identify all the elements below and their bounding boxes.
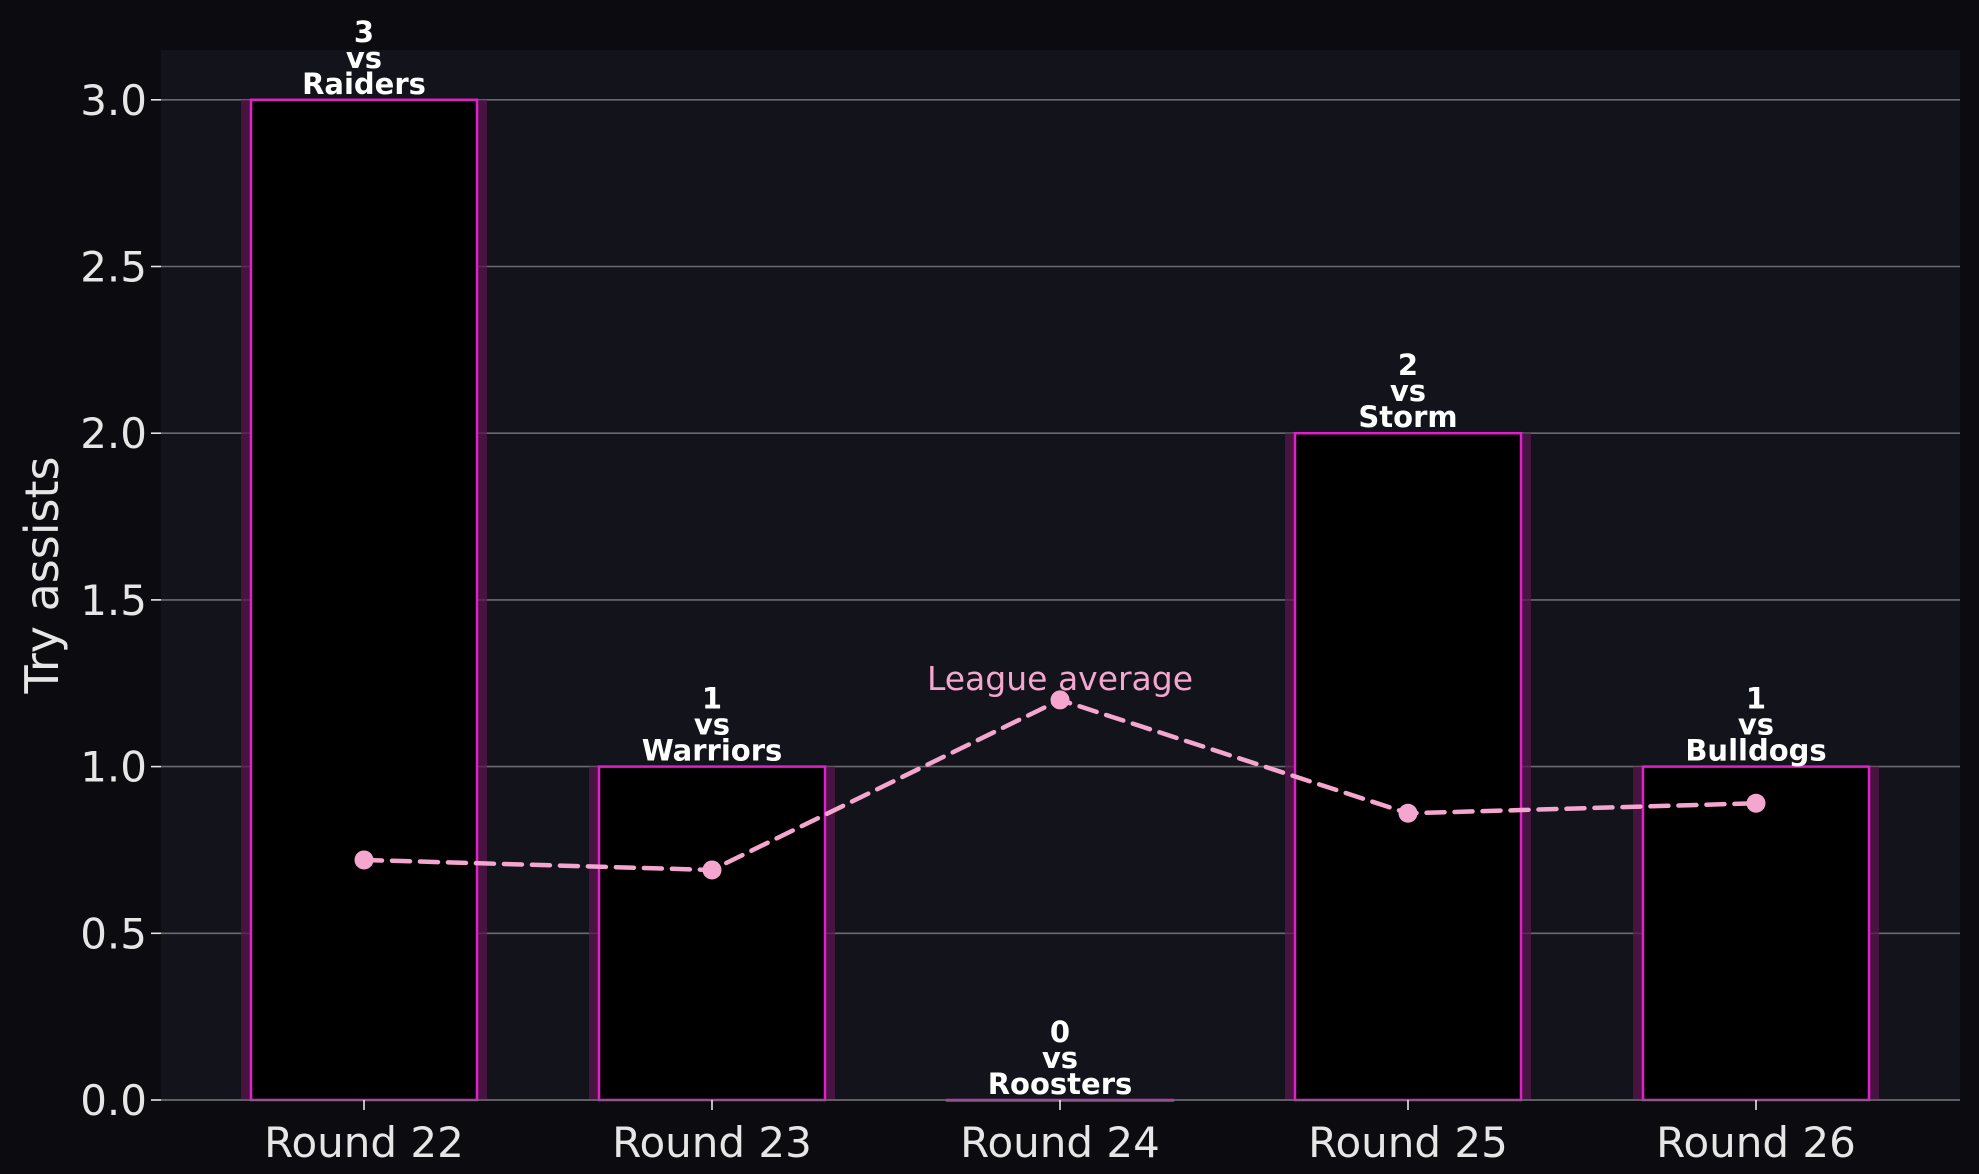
bar-value-label: 1 bbox=[702, 682, 722, 716]
bar bbox=[1641, 765, 1871, 1102]
x-tick-label: Round 25 bbox=[1308, 1118, 1508, 1167]
y-tick-label: 1.0 bbox=[80, 743, 147, 792]
league-average-point bbox=[1746, 793, 1766, 813]
bar-vs-label: vs bbox=[694, 708, 730, 742]
bar-opponent-label: Roosters bbox=[988, 1067, 1133, 1101]
bar-value-label: 1 bbox=[1746, 682, 1766, 716]
bar-vs-label: vs bbox=[1390, 374, 1426, 408]
bar-opponent-label: Raiders bbox=[302, 67, 426, 101]
y-axis-label: Try assists bbox=[15, 457, 69, 695]
league-average-point bbox=[1398, 803, 1418, 823]
league-average-point bbox=[702, 860, 722, 880]
x-tick-label: Round 23 bbox=[612, 1118, 812, 1167]
bar-value-label: 3 bbox=[354, 15, 374, 49]
bars bbox=[241, 98, 1879, 1102]
bar-vs-label: vs bbox=[1042, 1041, 1078, 1075]
league-average-label: League average bbox=[927, 659, 1193, 698]
bar bbox=[1293, 431, 1523, 1102]
y-tick-label: 3.0 bbox=[80, 76, 147, 125]
axes: 0.0 0.5 1.0 1.5 2.0 2.5 3.0 Round 22 Round 23 Rou… bbox=[80, 76, 1960, 1167]
bar-opponent-label: Warriors bbox=[642, 734, 783, 768]
bar-value-label: 0 bbox=[1050, 1015, 1070, 1049]
bar bbox=[249, 98, 479, 1102]
bar-labels: 3vsRaiders1vsWarriors0vsRoosters2vsStorm… bbox=[302, 15, 1827, 1101]
x-tick-label: Round 22 bbox=[264, 1118, 464, 1167]
league-average-line: League average bbox=[354, 659, 1766, 880]
y-tick-label: 1.5 bbox=[80, 576, 147, 625]
bar bbox=[597, 765, 827, 1102]
bar-value-label: 2 bbox=[1398, 348, 1418, 382]
bar-vs-label: vs bbox=[346, 41, 382, 75]
y-tick-label: 0.5 bbox=[80, 909, 147, 958]
y-tick-label: 2.5 bbox=[80, 243, 147, 292]
bar-opponent-label: Bulldogs bbox=[1685, 734, 1826, 768]
x-tick-label: Round 24 bbox=[960, 1118, 1160, 1167]
y-tick-label: 2.0 bbox=[80, 409, 147, 458]
y-tick-label: 0.0 bbox=[80, 1076, 147, 1125]
league-average-point bbox=[354, 850, 374, 870]
bar-opponent-label: Storm bbox=[1358, 400, 1457, 434]
bar-vs-label: vs bbox=[1738, 708, 1774, 742]
league-average-point bbox=[1050, 690, 1070, 710]
x-tick-label: Round 26 bbox=[1656, 1118, 1856, 1167]
